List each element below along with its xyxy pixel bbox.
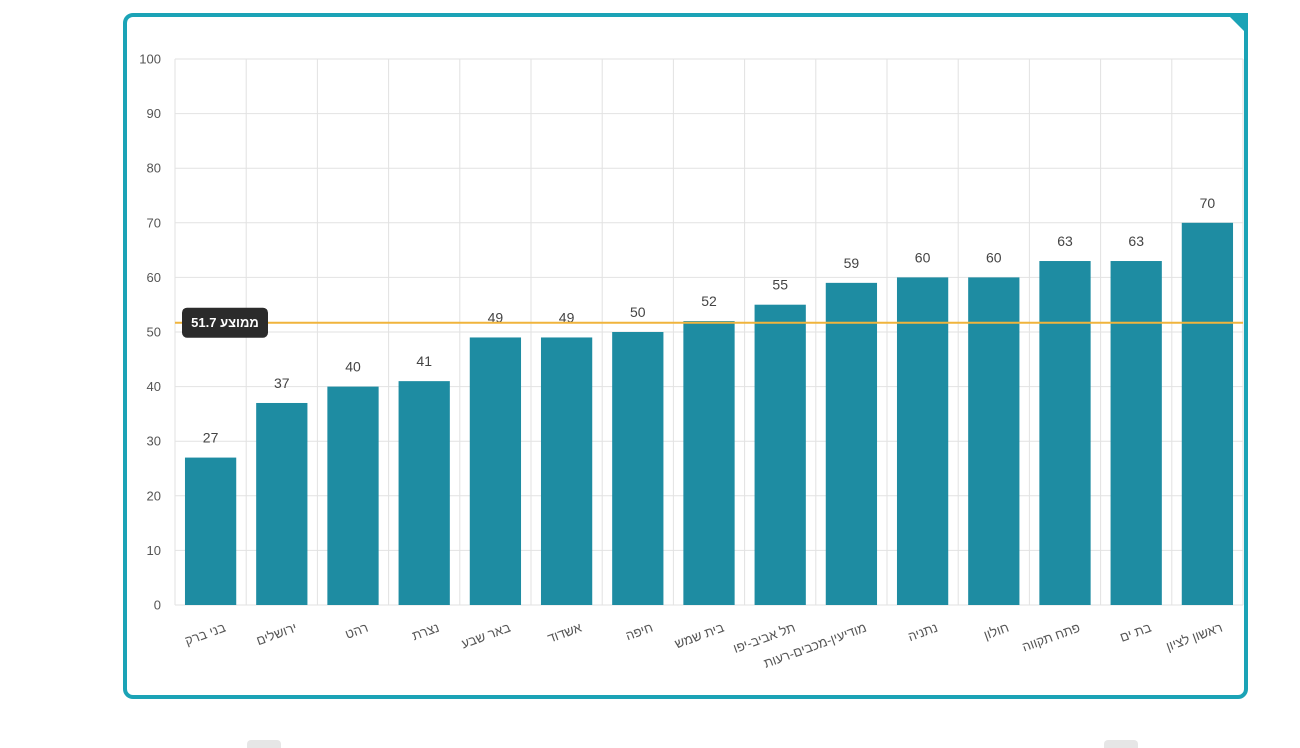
y-tick-label: 30 — [147, 434, 161, 449]
y-tick-label: 50 — [147, 325, 161, 340]
bar-value-label: 52 — [701, 293, 717, 309]
bar — [968, 277, 1020, 605]
y-tick-label: 40 — [147, 379, 161, 394]
x-category-label: פתח תקווה — [1020, 620, 1082, 655]
bar — [327, 386, 379, 605]
x-category-label: בית שמש — [673, 620, 727, 652]
x-category-label: אשדוד — [545, 620, 583, 646]
y-tick-label: 60 — [147, 270, 161, 285]
bar-value-label: 63 — [1128, 233, 1144, 249]
prev-page-control[interactable] — [247, 740, 281, 748]
bar — [825, 282, 878, 605]
bar-value-label: 59 — [844, 255, 860, 271]
bar — [1181, 222, 1234, 606]
bar-value-label: 49 — [559, 309, 575, 325]
y-tick-label: 100 — [139, 52, 161, 67]
bar-value-label: 63 — [1057, 233, 1073, 249]
next-page-control[interactable] — [1104, 740, 1138, 748]
x-category-label: חיפה — [624, 620, 655, 644]
bar — [896, 277, 949, 605]
x-category-label: ירושלים — [254, 620, 299, 648]
average-badge — [182, 307, 268, 338]
y-tick-label: 20 — [147, 488, 161, 503]
x-category-label: באר שבע — [459, 620, 512, 652]
bar-value-label: 60 — [915, 249, 931, 265]
bar-value-label: 37 — [274, 375, 290, 391]
y-tick-label: 90 — [147, 106, 161, 121]
bar — [612, 332, 664, 605]
bar — [1110, 261, 1162, 605]
bar-value-label: 49 — [488, 309, 504, 325]
bar-value-label: 27 — [203, 430, 219, 446]
bar — [1039, 261, 1091, 605]
bar-value-label: 41 — [416, 353, 432, 369]
y-tick-label: 0 — [154, 598, 161, 613]
bar — [754, 304, 806, 605]
bar — [256, 402, 308, 605]
average-badge-label: ממוצע 51.7 — [191, 315, 259, 330]
bar-value-label: 70 — [1200, 195, 1216, 211]
bar-value-label: 50 — [630, 304, 646, 320]
y-tick-label: 10 — [147, 543, 161, 558]
x-category-label: בת ים — [1118, 620, 1154, 645]
x-category-label: בני ברק — [183, 620, 228, 649]
x-category-label: נצרת — [410, 620, 441, 644]
bar-value-label: 55 — [772, 277, 788, 293]
bar-value-label: 40 — [345, 359, 361, 375]
x-category-label: נתניה — [906, 620, 940, 645]
x-category-label: ראשון לציון — [1164, 620, 1224, 654]
y-tick-label: 80 — [147, 161, 161, 176]
bar — [184, 457, 237, 605]
x-category-label: רהט — [343, 620, 370, 642]
x-category-label: חולון — [982, 620, 1011, 643]
bar — [540, 337, 593, 605]
bar — [683, 321, 735, 605]
bar-value-label: 60 — [986, 249, 1002, 265]
y-tick-label: 70 — [147, 215, 161, 230]
bar — [469, 337, 522, 605]
bar — [398, 381, 450, 605]
